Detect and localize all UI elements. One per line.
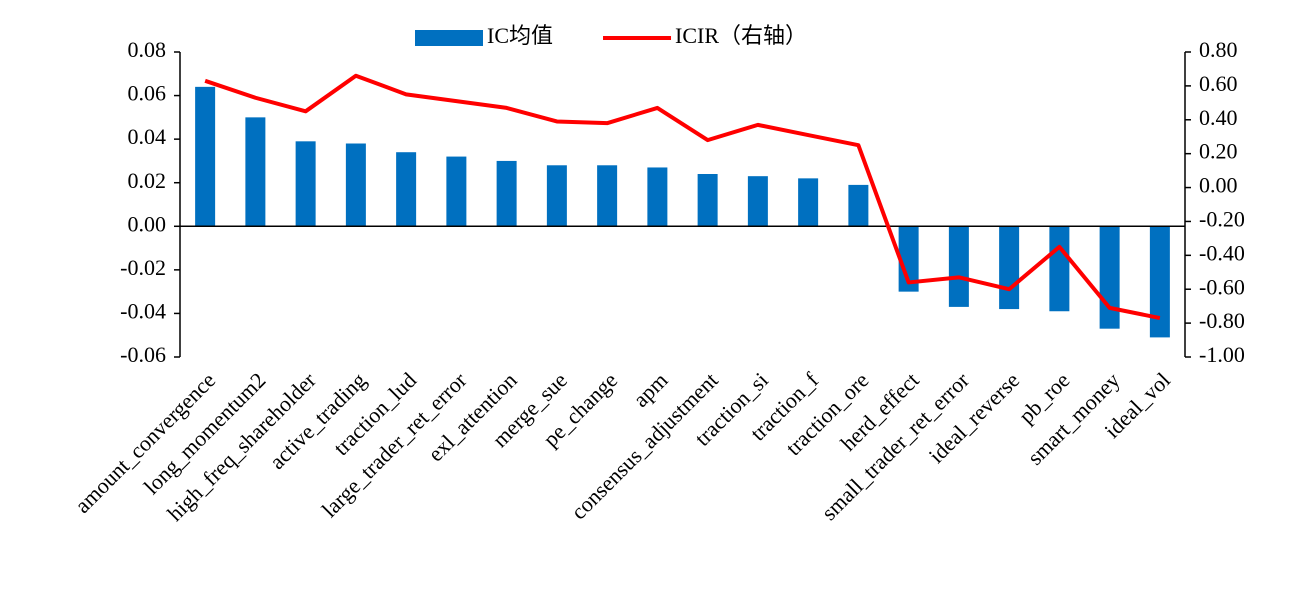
bar (345, 143, 366, 227)
y2-tick-label: 0.20 (1199, 139, 1238, 164)
bar (245, 117, 266, 227)
bar (697, 174, 718, 227)
y2-tick-label: 0.80 (1199, 37, 1238, 62)
x-tick-label: apm (628, 367, 672, 411)
y2-tick-label: -0.80 (1199, 308, 1245, 333)
y2-tick-label: -1.00 (1199, 342, 1245, 367)
bar (1099, 226, 1120, 329)
y2-tick-label: 0.60 (1199, 71, 1238, 96)
legend-swatch (415, 30, 483, 46)
y-tick-label: -0.04 (120, 298, 166, 323)
bar (496, 160, 517, 227)
y2-tick-label: 0.00 (1199, 173, 1238, 198)
bar (999, 226, 1020, 310)
bar (597, 165, 618, 227)
bar (195, 86, 216, 227)
bar (747, 176, 768, 227)
bar (546, 165, 567, 227)
y2-tick-label: -0.60 (1199, 274, 1245, 299)
bar (446, 156, 467, 227)
y2-tick-label: -0.20 (1199, 206, 1245, 231)
y-tick-label: 0.02 (128, 168, 167, 193)
bar (848, 184, 869, 227)
y2-tick-label: 0.40 (1199, 105, 1238, 130)
y-tick-label: -0.06 (120, 342, 166, 367)
y-tick-label: 0.00 (128, 211, 167, 236)
bar (1049, 226, 1070, 312)
legend-label: ICIR（右轴） (675, 23, 807, 48)
bar (898, 226, 919, 292)
line-series (204, 73, 1161, 320)
bar (798, 178, 819, 227)
bar (1149, 226, 1170, 338)
bar (647, 167, 668, 227)
bar (948, 226, 969, 307)
y-tick-label: 0.08 (128, 37, 167, 62)
y-tick-label: 0.04 (128, 124, 167, 149)
y2-tick-label: -0.40 (1199, 240, 1245, 265)
bar (396, 152, 417, 227)
y-tick-label: 0.06 (128, 81, 167, 106)
bar (295, 141, 316, 227)
legend-label: IC均值 (487, 23, 553, 48)
y-tick-label: -0.02 (120, 255, 166, 280)
